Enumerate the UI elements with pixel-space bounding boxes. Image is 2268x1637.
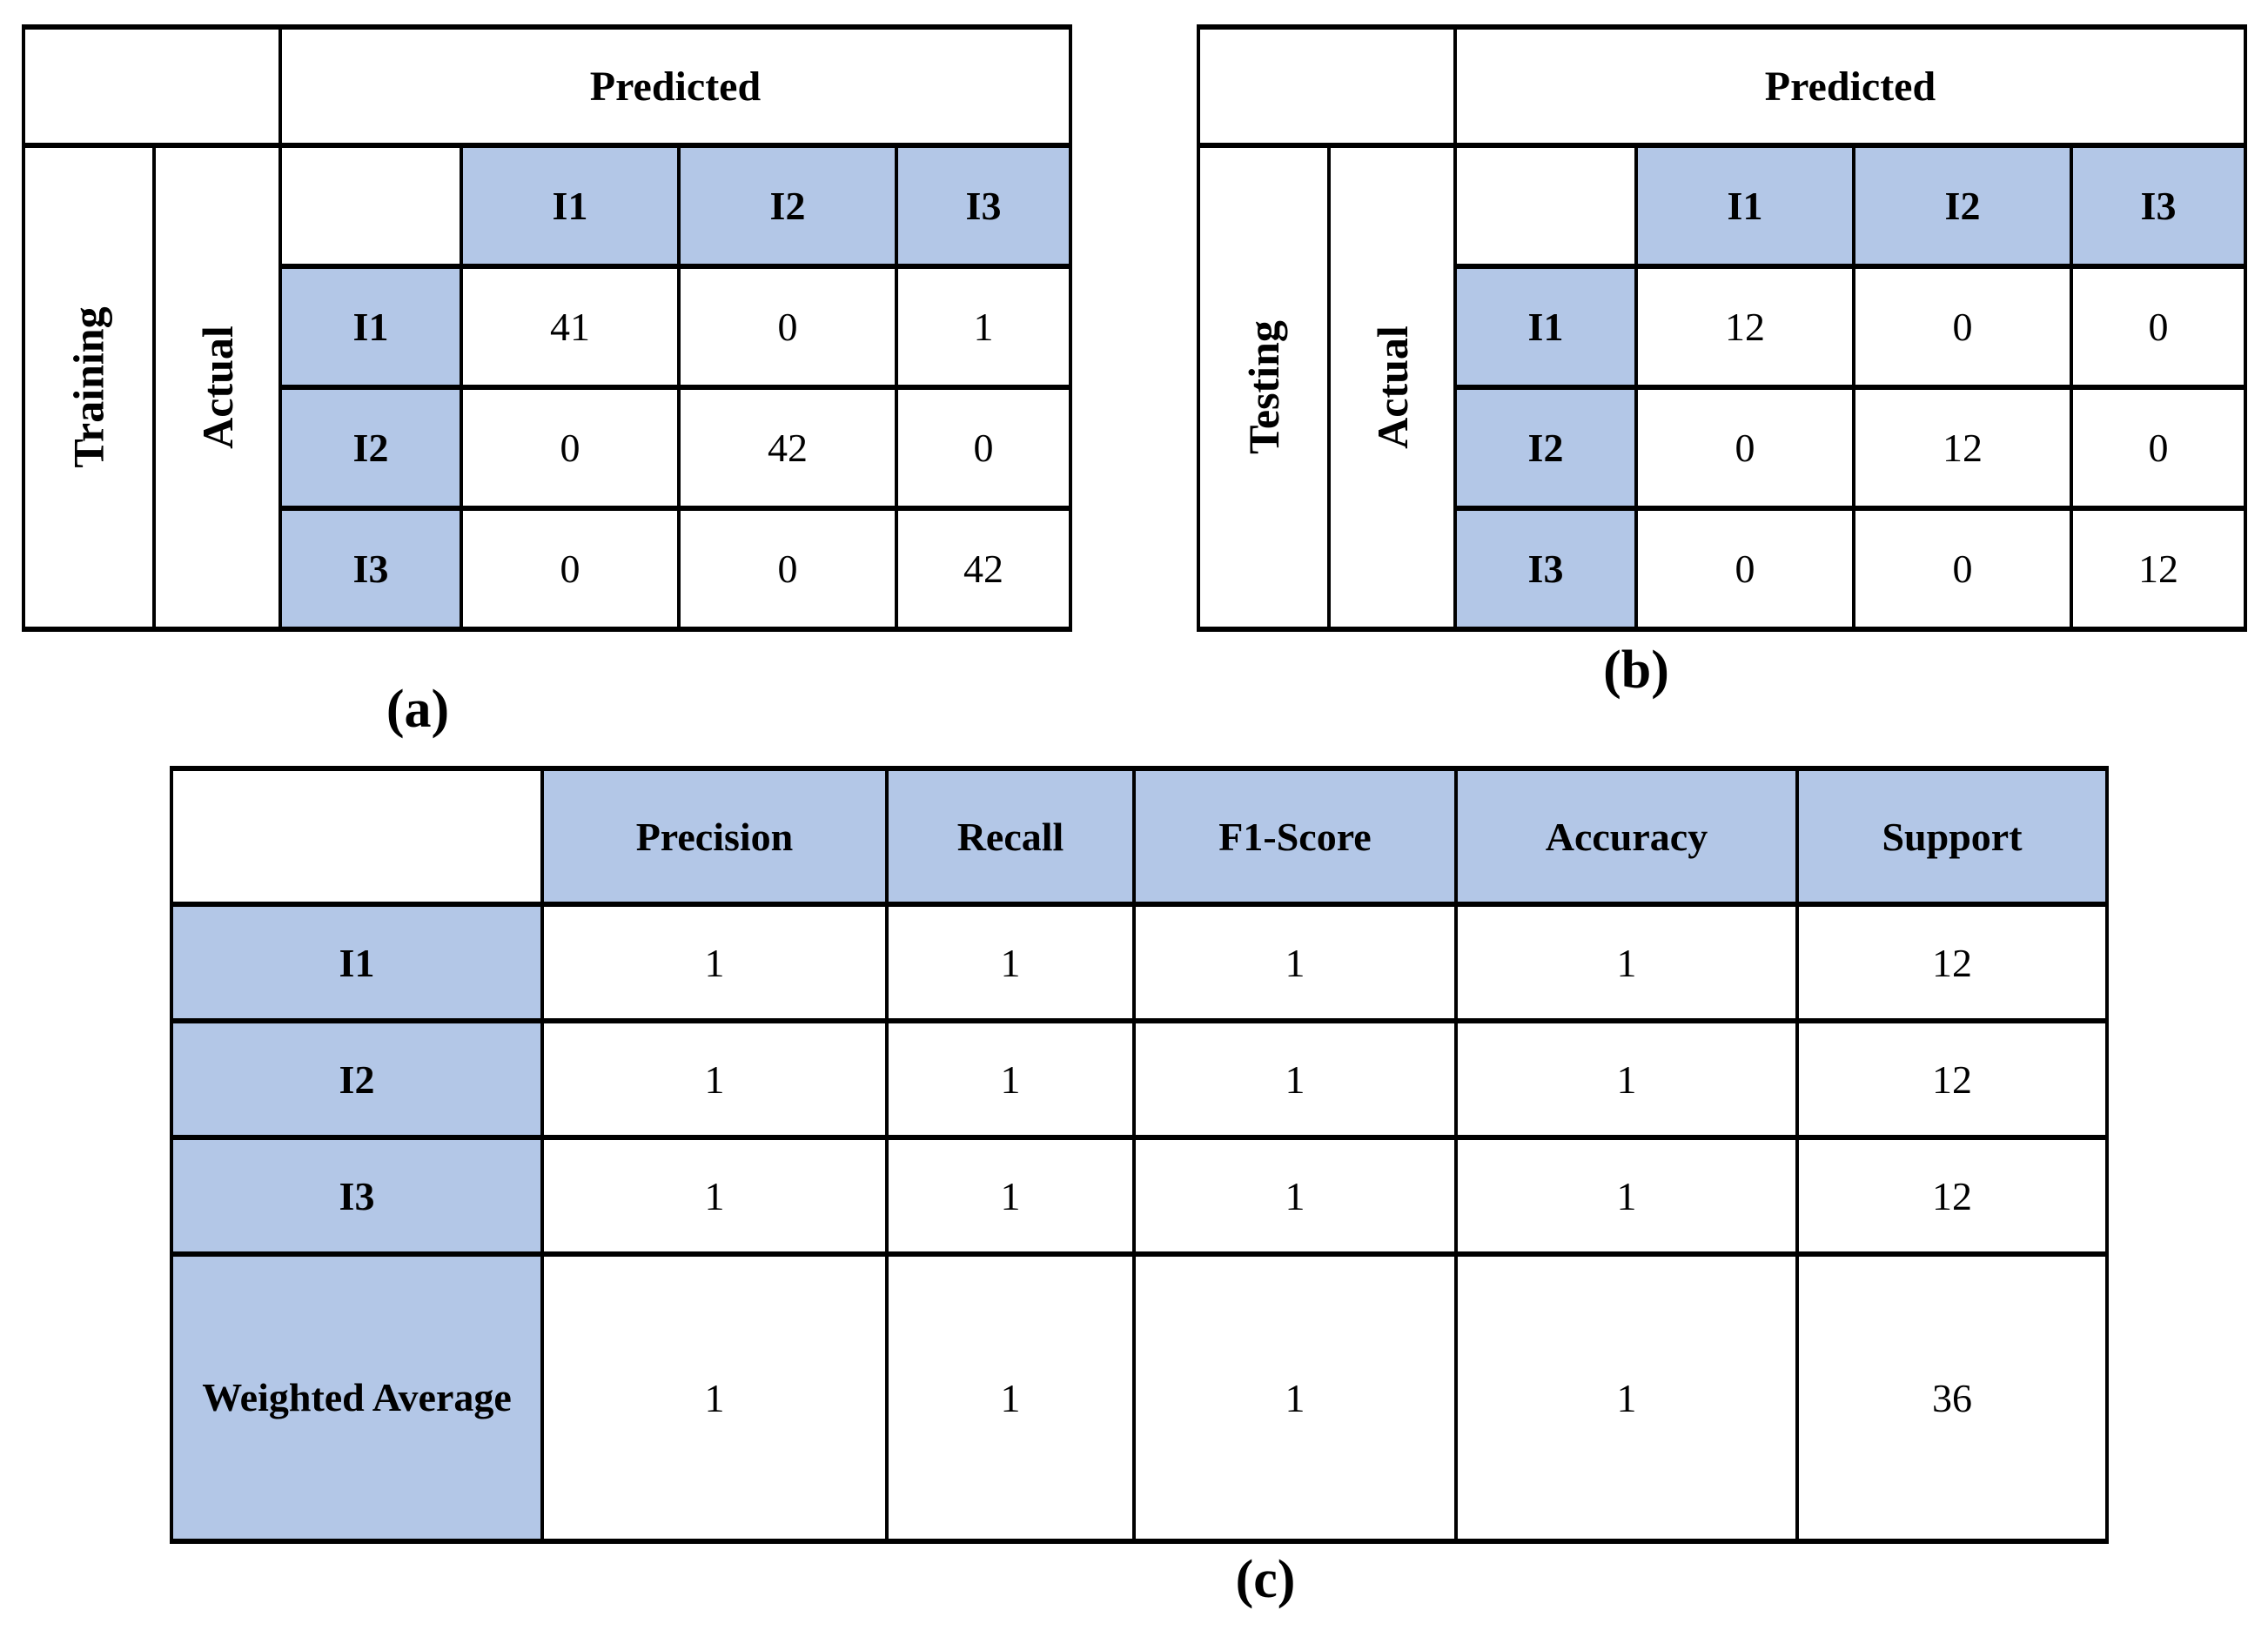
metric-cell-i3-precision: 1: [540, 1135, 889, 1257]
metric-cell-i1-recall: 1: [885, 902, 1136, 1023]
metric-cell-wa-support: 36: [1795, 1251, 2109, 1544]
metric-cell-i1-f1: 1: [1132, 902, 1458, 1023]
table-row: Weighted Average 1 1 1 1 36: [170, 1251, 2109, 1544]
matrix-cell-b-23: 0: [2070, 385, 2247, 511]
col-header-precision: Precision: [540, 766, 889, 907]
matrix-cell-b-31: 0: [1634, 506, 1855, 632]
metric-cell-i3-f1: 1: [1132, 1135, 1458, 1257]
group-label-cell-training: Training: [22, 143, 156, 632]
row-header-a-i3: I3: [278, 506, 463, 632]
row-header-weighted-average: Weighted Average: [170, 1251, 544, 1544]
group-label-cell-testing: Testing: [1197, 143, 1331, 632]
rotated-label-box: Training: [27, 151, 151, 624]
col-header-b-i1: I1: [1634, 143, 1855, 269]
rotated-label-box: Actual: [158, 151, 277, 624]
metric-cell-i2-accuracy: 1: [1454, 1018, 1799, 1140]
table-row: I3 0 0 42: [23, 506, 1072, 632]
col-header-a-i1: I1: [460, 143, 681, 269]
table-row: I3 0 0 12: [1198, 506, 2247, 632]
matrix-cell-a-23: 0: [895, 385, 1072, 511]
empty-corner-c: [170, 766, 544, 907]
metric-cell-wa-f1: 1: [1132, 1251, 1458, 1544]
matrix-cell-a-13: 1: [895, 264, 1072, 390]
matrix-cell-a-21: 0: [460, 385, 681, 511]
table-training-confusion-matrix: Predicted Training Actual I1 I2 I3 I1 41…: [22, 24, 1072, 632]
table-testing-confusion-matrix: Predicted Testing Actual I1 I2 I3 I1 12 …: [1197, 24, 2247, 632]
predicted-axis-label-b: Predicted: [1453, 24, 2247, 148]
row-header-c-i1: I1: [170, 902, 544, 1023]
group-label-training: Training: [64, 306, 114, 468]
matrix-cell-a-32: 0: [677, 506, 898, 632]
col-header-b-i3: I3: [2070, 143, 2247, 269]
caption-a: (a): [386, 680, 450, 739]
rotated-label-box: Actual: [1332, 151, 1452, 624]
metric-cell-i2-f1: 1: [1132, 1018, 1458, 1140]
row-header-c-i3: I3: [170, 1135, 544, 1257]
matrix-cell-a-11: 41: [460, 264, 681, 390]
matrix-cell-b-32: 0: [1852, 506, 2073, 632]
metric-cell-i3-recall: 1: [885, 1135, 1136, 1257]
table-row: I3 1 1 1 1 12: [170, 1135, 2109, 1257]
axis-label-actual-a: Actual: [192, 325, 242, 449]
matrix-cell-b-22: 12: [1852, 385, 2073, 511]
col-header-f1-score: F1-Score: [1132, 766, 1458, 907]
col-header-a-i3: I3: [895, 143, 1072, 269]
predicted-axis-label-a: Predicted: [278, 24, 1072, 148]
matrix-cell-b-21: 0: [1634, 385, 1855, 511]
empty-corner-b: [1197, 24, 1457, 148]
metric-cell-i1-accuracy: 1: [1454, 902, 1799, 1023]
col-header-b-i2: I2: [1852, 143, 2073, 269]
caption-c: (c): [1235, 1550, 1296, 1609]
metric-cell-i2-recall: 1: [885, 1018, 1136, 1140]
rotated-label-box: Testing: [1202, 151, 1325, 624]
empty-corner-a: [22, 24, 282, 148]
metric-cell-i3-accuracy: 1: [1454, 1135, 1799, 1257]
matrix-cell-b-13: 0: [2070, 264, 2247, 390]
matrix-cell-b-11: 12: [1634, 264, 1855, 390]
metric-cell-i2-support: 12: [1795, 1018, 2109, 1140]
col-header-accuracy: Accuracy: [1454, 766, 1799, 907]
table-row: I2 1 1 1 1 12: [170, 1018, 2109, 1140]
metric-cell-i1-support: 12: [1795, 902, 2109, 1023]
table-metrics: Precision Recall F1-Score Accuracy Suppo…: [170, 766, 2109, 1544]
matrix-cell-a-22: 42: [677, 385, 898, 511]
metric-cell-wa-accuracy: 1: [1454, 1251, 1799, 1544]
row-header-b-i3: I3: [1453, 506, 1638, 632]
corner-cell-b: [1453, 143, 1638, 269]
corner-cell-a: [278, 143, 463, 269]
metric-cell-i2-precision: 1: [540, 1018, 889, 1140]
table-row: I2 0 12 0: [1198, 385, 2247, 511]
matrix-cell-b-33: 12: [2070, 506, 2247, 632]
table-row: I2 0 42 0: [23, 385, 1072, 511]
matrix-cell-a-31: 0: [460, 506, 681, 632]
metric-cell-i3-support: 12: [1795, 1135, 2109, 1257]
metric-cell-i1-precision: 1: [540, 902, 889, 1023]
row-header-c-i2: I2: [170, 1018, 544, 1140]
row-header-b-i1: I1: [1453, 264, 1638, 390]
table-row: I1 1 1 1 1 12: [170, 902, 2109, 1023]
axis-label-actual-b: Actual: [1367, 325, 1417, 449]
matrix-cell-a-12: 0: [677, 264, 898, 390]
row-header-a-i1: I1: [278, 264, 463, 390]
matrix-cell-b-12: 0: [1852, 264, 2073, 390]
metric-cell-wa-recall: 1: [885, 1251, 1136, 1544]
row-header-b-i2: I2: [1453, 385, 1638, 511]
matrix-cell-a-33: 42: [895, 506, 1072, 632]
row-header-a-i2: I2: [278, 385, 463, 511]
group-label-testing: Testing: [1239, 320, 1289, 454]
table-row: I1 12 0 0: [1198, 264, 2247, 390]
metric-cell-wa-precision: 1: [540, 1251, 889, 1544]
caption-b: (b): [1603, 641, 1669, 700]
col-header-support: Support: [1795, 766, 2109, 907]
col-header-recall: Recall: [885, 766, 1136, 907]
table-row: I1 41 0 1: [23, 264, 1072, 390]
col-header-a-i2: I2: [677, 143, 898, 269]
axis-label-cell-actual-a: Actual: [152, 143, 282, 632]
axis-label-cell-actual-b: Actual: [1327, 143, 1457, 632]
